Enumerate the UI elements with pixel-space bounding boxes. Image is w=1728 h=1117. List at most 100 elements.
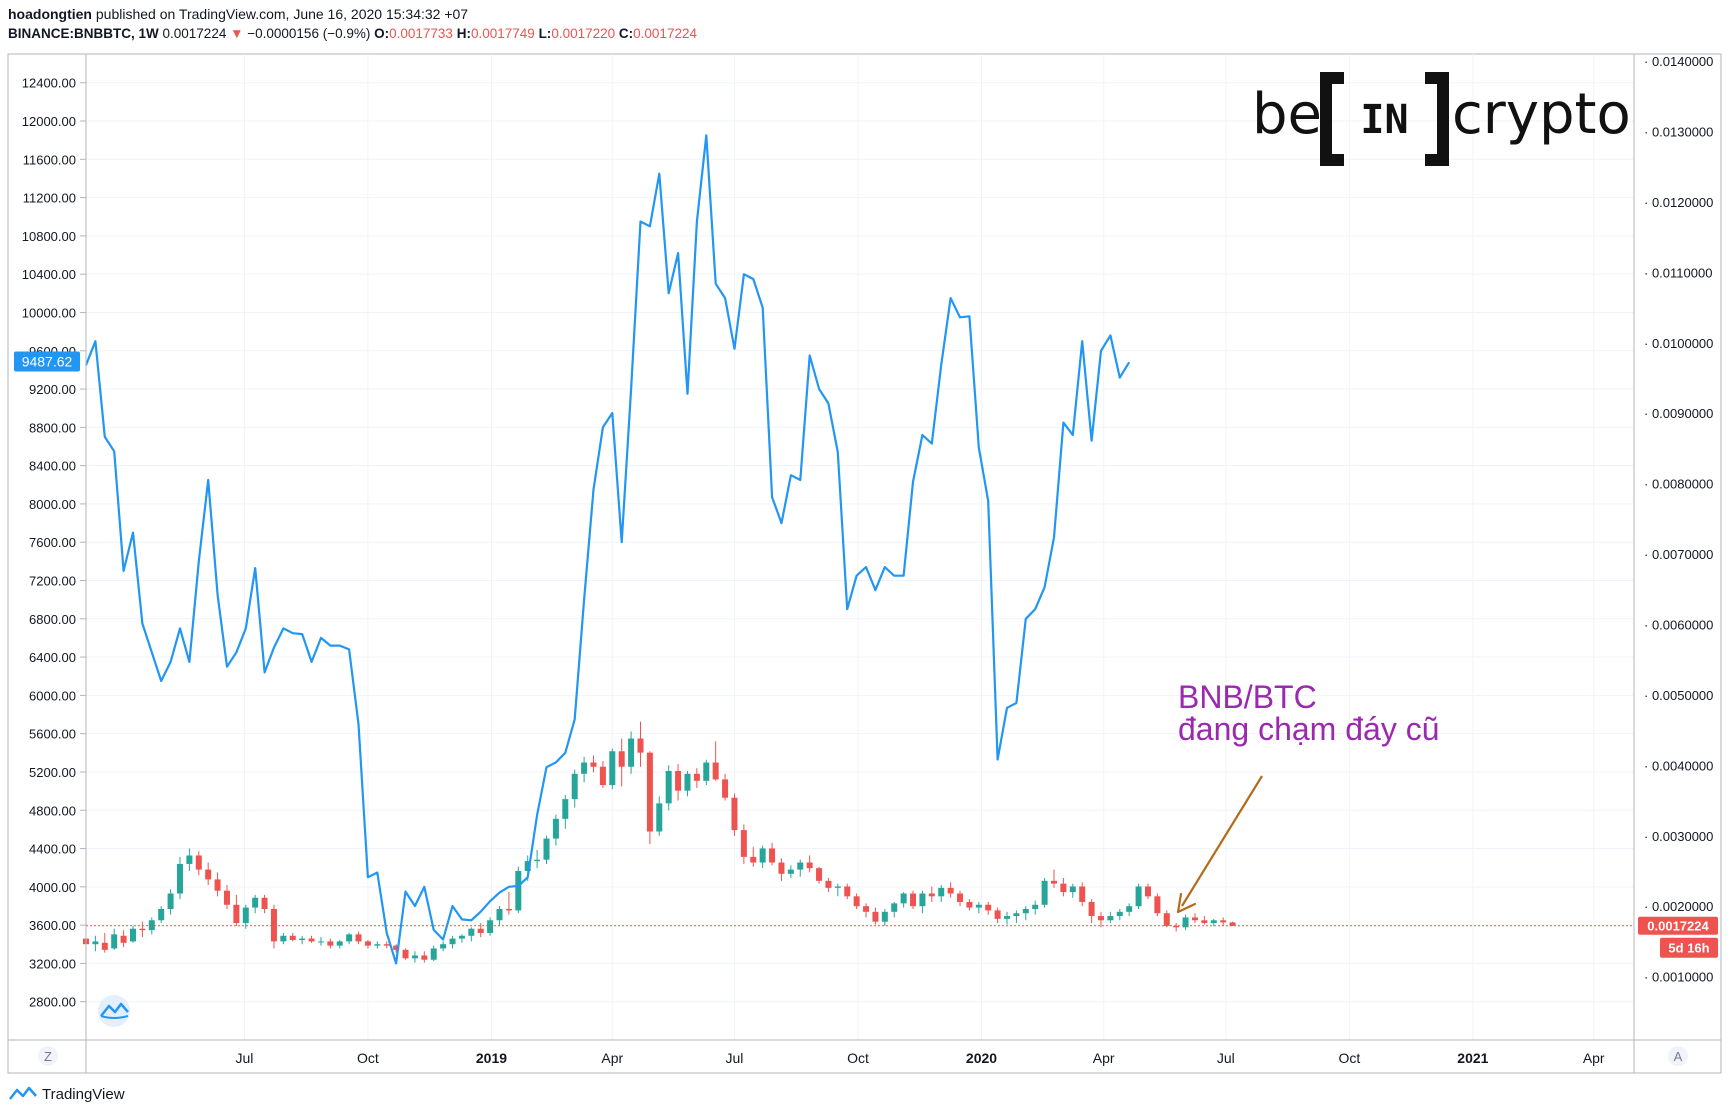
close-value: 0.0017224: [633, 26, 697, 41]
svg-text:đang chạm đáy cũ: đang chạm đáy cũ: [1178, 711, 1440, 747]
candle: [891, 901, 898, 918]
candle-body: [816, 868, 823, 881]
candle: [101, 932, 108, 953]
right-tick-label: · 0.0050000: [1644, 688, 1713, 703]
candle-body: [599, 766, 606, 786]
candle-body: [1079, 886, 1086, 902]
tradingview-brand-label: TradingView: [42, 1085, 125, 1103]
time-axis[interactable]: Jul Oct 2019 Apr Jul Oct 2020 Apr Jul Oct 2021 Apr: [235, 1050, 1604, 1066]
candle-body: [562, 799, 569, 819]
candle-body: [92, 941, 99, 945]
candle: [618, 738, 625, 787]
left-tick-label: 2800.00: [29, 995, 76, 1010]
candle: [628, 731, 635, 774]
tradingview-brand[interactable]: TradingView: [8, 1085, 125, 1103]
candle-body: [947, 887, 954, 894]
candle: [393, 944, 400, 953]
svg-text:Z: Z: [44, 1049, 52, 1064]
symbol-name[interactable]: BINANCE:BNBBTC, 1W: [8, 26, 159, 41]
candle-body: [534, 859, 541, 862]
candle: [656, 796, 663, 836]
candle-body: [740, 830, 747, 857]
auto-scale-right-button[interactable]: A: [1668, 1046, 1688, 1066]
candle: [534, 849, 541, 869]
bnbbtc-current-price-tag: 0.0017224: [1638, 916, 1718, 935]
candle-body: [393, 945, 400, 950]
candle-body: [1173, 925, 1180, 928]
candle: [186, 848, 193, 871]
candle-body: [891, 903, 898, 912]
candle-body: [919, 893, 926, 907]
candle-body: [590, 762, 597, 767]
author-name[interactable]: hoadongtien: [8, 6, 92, 22]
candle-body: [205, 869, 212, 880]
candle-body: [374, 944, 381, 946]
time-tick-label: 2020: [966, 1050, 997, 1066]
high-value: 0.0017749: [470, 26, 535, 41]
candle: [571, 769, 578, 808]
candle-body: [693, 773, 700, 781]
candle-body: [364, 941, 371, 946]
candle: [750, 847, 757, 867]
left-price-axis[interactable]: 12400.00 12000.00 11600.00 11200.00 10800.00…: [22, 76, 86, 1010]
candle: [1060, 878, 1067, 897]
candle-body: [1032, 904, 1039, 910]
candle-body: [1163, 913, 1170, 926]
candle-body: [421, 955, 428, 960]
candle-body: [985, 904, 992, 911]
right-tick-label: · 0.0030000: [1644, 829, 1713, 844]
candle-body: [910, 893, 917, 907]
candle-body: [759, 848, 766, 863]
candle: [214, 872, 221, 897]
candle-body: [195, 855, 202, 870]
candle-body: [214, 879, 221, 891]
candle-body: [167, 893, 174, 910]
left-tick-label: 8000.00: [29, 497, 76, 512]
grid-layer: [86, 54, 1634, 1040]
candle: [317, 937, 324, 946]
candle-body: [975, 904, 982, 908]
time-tick-label: Apr: [601, 1050, 623, 1066]
candle-body: [646, 752, 653, 832]
low-label: L:: [538, 26, 552, 41]
candle: [665, 765, 672, 811]
candle: [590, 755, 597, 773]
candle: [957, 890, 964, 907]
candle-body: [938, 887, 945, 897]
candle-body: [834, 886, 841, 888]
candle-body: [261, 897, 268, 910]
candle: [1229, 921, 1236, 926]
right-tick-label: · 0.0140000: [1644, 54, 1713, 69]
candle-body: [1097, 916, 1104, 921]
right-tick-label: · 0.0130000: [1644, 124, 1713, 139]
candle-body: [411, 955, 418, 959]
btc-price-line: [84, 134, 1131, 965]
right-tick-label: · 0.0070000: [1644, 547, 1713, 562]
candle: [816, 866, 823, 884]
open-label: O:: [374, 26, 390, 41]
candle-body: [308, 938, 315, 942]
candle-body: [853, 896, 860, 907]
candle: [646, 751, 653, 845]
candle-body: [684, 773, 691, 791]
candle-body: [1135, 886, 1142, 907]
candle-body: [383, 944, 390, 946]
candle: [637, 721, 644, 767]
tradingview-watermark-icon: [98, 995, 130, 1027]
time-tick-label: Oct: [1338, 1050, 1360, 1066]
candle: [421, 951, 428, 963]
candle: [252, 894, 259, 914]
left-tick-label: 5200.00: [29, 765, 76, 780]
right-tick-label: · 0.0100000: [1644, 336, 1713, 351]
candle: [581, 756, 588, 783]
candle-body: [148, 920, 155, 931]
left-tick-label: 7200.00: [29, 574, 76, 589]
candle-body: [317, 941, 324, 943]
candle-body: [1041, 880, 1048, 905]
right-tick-label: · 0.0090000: [1644, 406, 1713, 421]
auto-scale-left-button[interactable]: Z: [38, 1046, 58, 1066]
left-tick-label: 12400.00: [22, 76, 76, 91]
right-price-axis[interactable]: · 0.0140000 · 0.0130000 · 0.0120000 · 0.011…: [1644, 54, 1713, 985]
candle: [966, 899, 973, 911]
